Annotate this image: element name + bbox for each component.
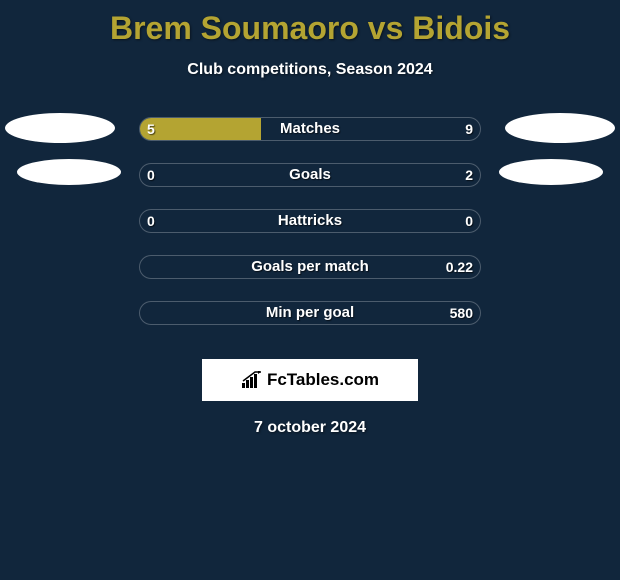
stat-bar-track <box>139 301 481 325</box>
page-subtitle: Club competitions, Season 2024 <box>0 61 620 79</box>
stat-row: Matches59 <box>0 117 620 163</box>
stat-row: Hattricks00 <box>0 209 620 255</box>
stat-row: Goals02 <box>0 163 620 209</box>
chart-icon <box>241 371 263 389</box>
stat-row: Min per goal580 <box>0 301 620 347</box>
stat-value-right: 580 <box>450 301 473 325</box>
stat-value-left: 0 <box>147 209 155 233</box>
logo-box: FcTables.com <box>202 359 418 401</box>
stat-bar-track <box>139 209 481 233</box>
stat-value-left: 5 <box>147 117 155 141</box>
stat-value-left: 0 <box>147 163 155 187</box>
stat-bar-fill-left <box>140 118 261 140</box>
logo-text: FcTables.com <box>267 370 379 390</box>
stat-row: Goals per match0.22 <box>0 255 620 301</box>
stat-value-right: 0 <box>465 209 473 233</box>
comparison-area: Matches59Goals02Hattricks00Goals per mat… <box>0 117 620 347</box>
page-title: Brem Soumaoro vs Bidois <box>0 0 620 47</box>
date-text: 7 october 2024 <box>0 419 620 437</box>
stat-bar-track <box>139 163 481 187</box>
stat-value-right: 9 <box>465 117 473 141</box>
stat-value-right: 2 <box>465 163 473 187</box>
stat-value-right: 0.22 <box>446 255 473 279</box>
stat-bar-track <box>139 255 481 279</box>
stat-bar-track <box>139 117 481 141</box>
